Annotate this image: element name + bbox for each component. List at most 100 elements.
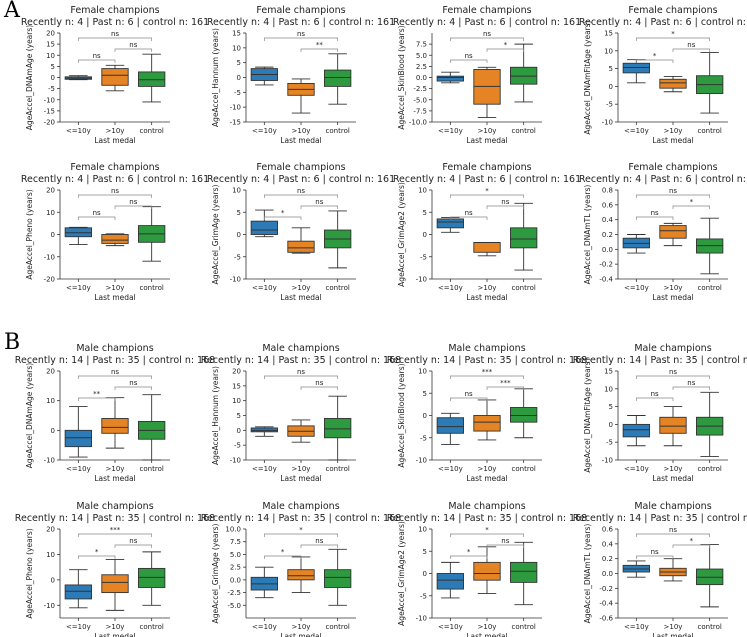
sig-label: *** xyxy=(482,368,493,376)
sig-bracket xyxy=(486,544,525,548)
y-tick-label: -10 xyxy=(44,602,55,610)
box-1 xyxy=(250,220,278,235)
chart-subtitle: Recently n: 14 | Past n: 35 | control n:… xyxy=(201,355,401,366)
x-tick-label: control xyxy=(698,127,722,135)
x-tick-label: control xyxy=(698,465,722,473)
sig-label: ns xyxy=(501,537,509,545)
y-tick-label: 0 xyxy=(51,427,55,435)
sig-bracket xyxy=(486,48,525,52)
x-tick-label: >10y xyxy=(106,623,125,631)
x-axis-label: Last medal xyxy=(280,632,321,637)
chart-title: Male champions xyxy=(76,501,153,512)
y-tick-label: -5 xyxy=(420,592,427,600)
sig-bracket xyxy=(114,205,153,209)
sig-label: * xyxy=(299,526,303,534)
x-axis-label: Last medal xyxy=(94,474,135,483)
x-tick-label: >10y xyxy=(664,284,683,292)
y-tick-label: 0 xyxy=(51,231,55,239)
y-axis-label: AgeAccel_GrimAge (years) xyxy=(211,184,220,284)
y-tick-label: -10 xyxy=(416,457,427,465)
chart-title: Female champions xyxy=(628,5,717,16)
box-3 xyxy=(510,407,538,423)
sig-label: * xyxy=(281,209,285,217)
sig-bracket xyxy=(263,37,339,41)
x-axis-label: Last medal xyxy=(280,136,321,145)
chart-title: Female champions xyxy=(628,162,717,173)
x-tick-label: <=10y xyxy=(252,284,277,292)
sig-label: * xyxy=(95,548,99,556)
sig-bracket xyxy=(300,205,339,209)
y-tick-label: -0.4 xyxy=(599,600,613,608)
y-tick-label: -0.2 xyxy=(599,585,613,593)
sig-label: * xyxy=(504,41,508,49)
y-tick-label: -0.4 xyxy=(599,276,613,284)
y-axis-label: AgeAccel_Hannum (years) xyxy=(211,28,220,127)
x-tick-label: control xyxy=(512,465,536,473)
sig-bracket xyxy=(77,216,116,220)
chart-title: Male champions xyxy=(634,501,711,512)
y-tick-label: -10 xyxy=(230,457,241,465)
sig-label: ns xyxy=(297,368,305,376)
box-3 xyxy=(324,418,352,439)
x-axis-label: Last medal xyxy=(466,293,507,302)
box-2 xyxy=(287,240,315,253)
panel-label-a: A xyxy=(4,0,20,23)
sig-label: ns xyxy=(501,198,509,206)
y-tick-label: -2.5 xyxy=(227,589,241,597)
chart-title: Male champions xyxy=(262,343,339,354)
y-tick-label: 0.4 xyxy=(602,216,614,224)
box-2 xyxy=(473,415,501,432)
y-axis-label: AgeAccel_DNAmTL (years) xyxy=(583,524,592,624)
y-tick-label: 5 xyxy=(423,209,427,217)
y-tick-label: 15 xyxy=(232,382,241,390)
y-tick-label: 2.5 xyxy=(230,564,241,572)
sig-bracket xyxy=(672,48,711,52)
y-axis-label: AgeAccel_Hannum (years) xyxy=(211,366,220,465)
box-2 xyxy=(101,418,129,434)
sig-bracket xyxy=(672,544,711,548)
sig-bracket xyxy=(77,194,153,198)
box-1 xyxy=(622,62,650,74)
sig-bracket xyxy=(449,59,488,63)
y-tick-label: 5 xyxy=(423,390,427,398)
sig-bracket xyxy=(114,48,153,52)
x-tick-label: <=10y xyxy=(252,623,277,631)
y-tick-label: 20 xyxy=(46,368,55,376)
x-tick-label: >10y xyxy=(664,127,683,135)
y-tick-label: 20 xyxy=(46,30,55,38)
sig-label: * xyxy=(671,30,675,38)
sig-label: ns xyxy=(129,537,137,545)
y-tick-label: -5 xyxy=(420,434,427,442)
x-axis-label: Last medal xyxy=(466,474,507,483)
y-tick-label: -10.0 xyxy=(409,119,427,127)
x-axis-label: Last medal xyxy=(466,632,507,637)
y-tick-label: 0 xyxy=(51,74,55,82)
y-tick-label: 0 xyxy=(423,231,427,239)
y-tick-label: 0.0 xyxy=(602,246,613,254)
y-tick-label: 0 xyxy=(237,74,241,82)
x-tick-label: >10y xyxy=(478,465,497,473)
sig-bracket xyxy=(635,397,674,401)
y-tick-label: 0 xyxy=(609,83,613,91)
x-tick-label: <=10y xyxy=(66,623,91,631)
sig-bracket xyxy=(77,533,153,537)
chart-subtitle: Recently n: 4 | Past n: 6 | control n: 1… xyxy=(21,17,209,28)
sig-bracket xyxy=(635,555,674,559)
y-tick-label: 10 xyxy=(46,209,55,217)
sig-label: ns xyxy=(315,198,323,206)
y-axis-label: AgeAccel_DNAmFitAge (years) xyxy=(583,358,592,472)
y-tick-label: -10 xyxy=(44,96,55,104)
sig-bracket xyxy=(114,386,153,390)
sig-bracket xyxy=(263,194,339,198)
x-tick-label: control xyxy=(326,284,350,292)
sig-label: ns xyxy=(93,209,101,217)
y-tick-label: 10.0 xyxy=(225,526,241,534)
y-tick-label: 10 xyxy=(604,47,613,55)
sig-label: ns xyxy=(93,52,101,60)
